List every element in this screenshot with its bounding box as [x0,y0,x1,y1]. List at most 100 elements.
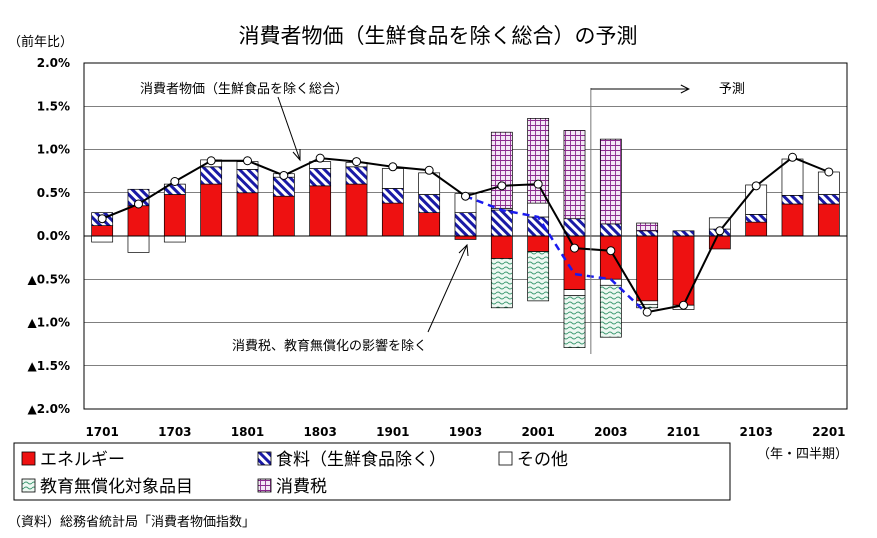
cpi-point-1901 [388,162,398,172]
y-tick-label: ▲0.5% [27,272,70,286]
cpi-point-2102 [715,226,725,236]
bar-energy-1903 [454,235,477,240]
cpi-point-2003 [606,246,616,256]
bar-education-2001 [527,251,550,302]
cpi-point-2103 [751,181,761,191]
x-tick-label-2001: 2001 [521,425,554,439]
bar-food-2004 [636,230,659,237]
bar-food-2103 [745,214,768,223]
bar-energy-2201 [817,203,840,237]
y-axis-label: （前年比） [8,34,73,50]
bar-food-1804 [345,166,368,185]
bar-other-1701 [91,235,114,243]
bar-food-1704 [200,166,223,185]
legend-swatch-food [257,451,272,466]
y-tick-label: ▲1.5% [27,359,70,373]
bar-energy-2104 [781,203,804,237]
cpi-point-1801 [243,156,252,166]
bar-other-1703 [163,235,186,243]
bar-food-1904 [490,209,513,237]
y-tick-label: 0.0% [37,229,70,243]
cpi-point-1904 [497,181,507,191]
bar-tax-2002 [563,130,586,220]
y-tick-label: 0.5% [37,186,70,200]
bar-food-1803 [309,168,332,187]
stacked-bars [91,118,840,348]
bar-energy-2003 [599,235,622,280]
cpi-point-2001 [533,179,543,189]
legend-item-education: 教育無償化対象品目 [21,477,193,497]
bar-energy-2103 [745,221,768,237]
bar-tax-2001 [527,118,550,204]
annotation-cpi-pointer [277,96,301,161]
legend-label-other: その他 [517,450,568,470]
legend-swatch-other [498,451,513,466]
x-tick-label-1803: 1803 [303,425,336,439]
bar-other-2104 [781,158,804,196]
bar-energy-1701 [91,225,114,237]
cpi-point-1803 [315,153,325,163]
cpi-point-2004 [642,307,652,317]
y-tick-label: 1.0% [37,143,70,157]
line-excl-tax-education [465,195,649,315]
annotation-excl-tax: 消費税、教育無償化の影響を除く [232,338,427,354]
bar-energy-1802 [272,195,295,237]
bar-tax-2004 [636,222,659,232]
x-axis-label: （年・四半期） [757,447,848,462]
bar-energy-1904 [490,235,513,259]
legend-swatch-education [21,478,36,493]
bar-energy-1801 [236,192,259,237]
x-tick-label-2103: 2103 [739,425,772,439]
bar-energy-1803 [309,185,332,237]
x-tick-labels: 1701 1703 1801 1803 1901 1903 2001 2003 2101 2103… [85,425,845,439]
bar-energy-2004 [636,235,659,302]
cpi-point-1804 [352,157,361,167]
y-tick-label: 1.5% [37,99,70,113]
cpi-point-2201 [824,167,834,177]
legend-box [13,442,731,501]
bar-food-2101 [672,230,695,237]
legend-item-tax: 消費税 [257,477,327,497]
x-tick-label-1901: 1901 [376,425,409,439]
bar-energy-2101 [672,235,695,306]
bar-energy-2001 [527,235,550,252]
chart-title: 消費者物価（生鮮食品を除く総合）の予測 [239,24,638,48]
bar-energy-1902 [418,212,441,237]
y-tick-labels: 2.0% 1.5% 1.0% 0.5% 0.0% ▲0.5% ▲1.0% ▲1.5% ▲2.0% [27,56,70,416]
y-tick-label: ▲2.0% [27,402,70,416]
legend-item-food: 食料（生鮮食品除く） [257,450,446,470]
bar-food-1902 [418,194,441,213]
bar-energy-1901 [381,202,404,237]
x-tick-label-1701: 1701 [85,425,118,439]
bar-other-1702 [127,235,150,253]
x-tick-label-2201: 2201 [812,425,845,439]
bar-food-1802 [272,176,295,197]
annotation-excl-arrowhead [458,243,469,257]
bar-education-1904 [490,258,513,309]
bar-food-2201 [817,194,840,205]
grid-lines [84,105,847,367]
legend-item-other: その他 [498,450,568,470]
legend-label-energy: エネルギー [40,450,125,470]
forecast-label: 予測 [719,82,745,97]
annotation-cpi-line: 消費者物価（生鮮食品を除く総合） [140,81,348,97]
bar-food-1901 [381,188,404,204]
bar-food-2104 [781,194,804,205]
x-tick-label-2101: 2101 [667,425,700,439]
bar-energy-1704 [200,183,223,237]
x-tick-label-1801: 1801 [231,425,264,439]
cpi-point-1903 [461,191,470,201]
cpi-point-2104 [788,152,797,162]
forecast-arrowhead [680,84,690,94]
legend-label-education: 教育無償化対象品目 [40,477,193,497]
bar-energy-1703 [163,194,186,237]
cpi-point-1802 [279,170,289,180]
legend-label-food: 食料（生鮮食品除く） [276,450,446,470]
bar-other-2001 [527,202,550,218]
cpi-point-1902 [424,165,434,175]
y-tick-label: 2.0% [37,56,70,70]
bar-education-2002 [563,295,586,348]
bar-tax-1904 [490,131,513,209]
annotation-cpi-arrowhead [292,149,301,162]
